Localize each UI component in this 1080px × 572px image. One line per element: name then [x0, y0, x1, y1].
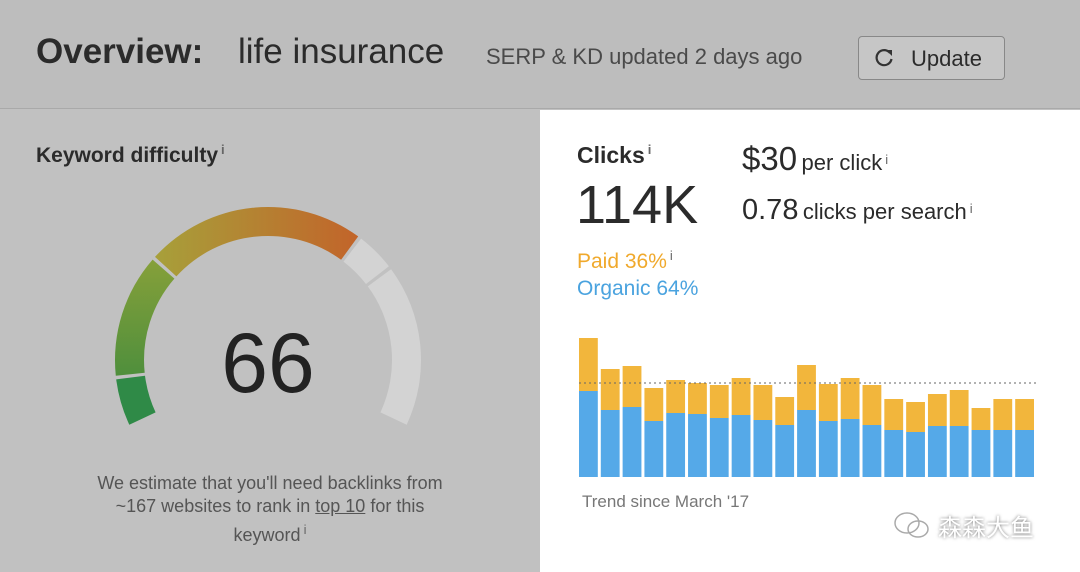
legend-paid: Paid 36% i: [577, 248, 673, 274]
status: SERP & KD updated 2 days ago: [486, 44, 803, 69]
bar-segment: [818, 421, 838, 477]
bar-segment: [927, 426, 947, 477]
bar-segment: [971, 408, 991, 430]
trend-chart: [579, 338, 1037, 477]
title: Overview:: [36, 32, 204, 71]
bar-segment: [600, 410, 620, 477]
bar-segment: [971, 430, 991, 477]
desc-text: We estimate that you'll need backlinks f…: [97, 473, 443, 516]
kd-label-text: Keyword difficulty: [36, 144, 219, 167]
bar-segment: [884, 399, 904, 430]
bar-segment: [753, 385, 773, 420]
cps: 0.78 clicks per search i: [742, 194, 973, 227]
bar-segment: [862, 385, 882, 425]
bar-segment: [579, 391, 598, 477]
bar-segment: [818, 384, 838, 421]
clicks-label-text: Clicks: [577, 142, 645, 168]
kd-value: 66: [221, 316, 314, 410]
bar-segment: [731, 415, 751, 477]
gauge-segment: [155, 207, 359, 277]
chart-caption: Trend since March '17: [582, 492, 750, 511]
bar-segment: [644, 421, 664, 477]
info-icon[interactable]: i: [969, 200, 973, 216]
top10-link[interactable]: top 10: [315, 496, 366, 516]
bar-segment: [949, 426, 969, 477]
bar-segment: [688, 383, 707, 414]
bar-segment: [775, 425, 795, 477]
kd-label: Keyword difficulty i: [36, 142, 225, 168]
bar-segment: [840, 378, 860, 419]
bar-segment: [644, 388, 664, 421]
keyword: life insurance: [238, 32, 445, 71]
gauge-rest: [367, 269, 422, 425]
bar-segment: [993, 430, 1013, 477]
bar-segment: [884, 430, 904, 477]
wechat-icon: [894, 512, 929, 538]
bar-segment: [797, 410, 816, 477]
bar-segment: [906, 402, 925, 432]
cpc-label: per click: [801, 150, 883, 175]
bar-segment: [731, 378, 751, 415]
bar-segment: [797, 365, 816, 410]
bar-segment: [775, 397, 795, 425]
cps-value: 0.78: [742, 194, 799, 226]
watermark: 森森大鱼: [938, 515, 1034, 542]
bar-segment: [600, 369, 620, 410]
clicks-value: 114K: [576, 175, 699, 235]
info-icon[interactable]: i: [221, 142, 225, 157]
cps-label: clicks per search: [802, 199, 967, 224]
info-icon[interactable]: i: [647, 142, 652, 158]
bar-segment: [1015, 399, 1034, 430]
clicks-panel: [540, 110, 1080, 572]
desc-end: for this keyword: [233, 496, 425, 545]
bar-segment: [927, 394, 947, 426]
info-icon[interactable]: i: [885, 151, 889, 167]
legend-paid-text: Paid 36%: [577, 250, 667, 273]
update-button[interactable]: Update: [858, 36, 1005, 80]
bar-segment: [906, 432, 925, 477]
button-label: Update: [911, 46, 982, 71]
bar-segment: [1015, 430, 1034, 477]
bar-segment: [753, 420, 773, 477]
bar-segment: [993, 399, 1013, 430]
refresh-icon: [875, 49, 893, 67]
bar-segment: [709, 418, 729, 477]
gauge-segment: [116, 375, 156, 425]
cpc-value: $30: [742, 140, 798, 177]
bar-segment: [622, 366, 642, 407]
bar-segment: [666, 413, 686, 477]
gauge: 66: [114, 207, 422, 425]
cpc: $30 per click i: [742, 140, 888, 178]
gauge-rest: [343, 238, 389, 284]
bar-segment: [949, 390, 969, 426]
bar-segment: [579, 338, 598, 391]
kd-description: We estimate that you'll need backlinks f…: [80, 472, 460, 547]
clicks-label: Clicks i: [577, 142, 651, 169]
bar-segment: [862, 425, 882, 477]
bar-segment: [840, 419, 860, 477]
bar-segment: [688, 414, 707, 477]
bar-segment: [622, 407, 642, 477]
bar-segment: [666, 380, 686, 413]
legend-organic: Organic 64%: [577, 277, 699, 300]
info-icon[interactable]: i: [303, 522, 307, 537]
bar-segment: [709, 385, 729, 418]
gauge-segment: [114, 259, 175, 376]
info-icon[interactable]: i: [669, 248, 673, 263]
